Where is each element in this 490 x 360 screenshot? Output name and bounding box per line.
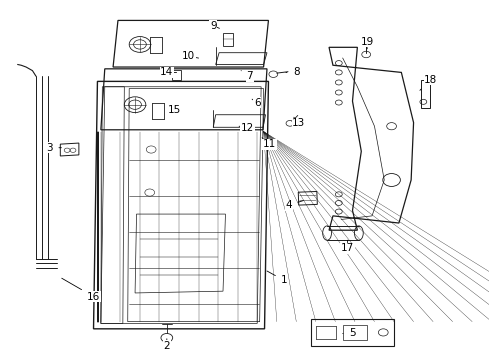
Text: 3: 3 [46,143,61,153]
Text: 1: 1 [267,271,288,285]
Text: 11: 11 [262,138,276,149]
Bar [311,319,394,346]
Text: 16: 16 [62,278,100,302]
Text: 5: 5 [343,328,356,338]
Text: 2: 2 [164,339,170,351]
Text: 7: 7 [241,71,253,81]
Text: 6: 6 [252,98,261,108]
Text: 17: 17 [341,240,354,253]
Text: 8: 8 [286,67,299,77]
Text: 12: 12 [239,123,254,133]
Text: 10: 10 [182,51,198,61]
Text: 4: 4 [286,200,303,210]
Text: 18: 18 [420,75,437,90]
Text: 14: 14 [160,67,176,77]
Text: 9: 9 [210,21,220,31]
Text: 13: 13 [292,117,305,128]
Bar [343,325,367,340]
Text: 15: 15 [168,105,181,115]
Text: 19: 19 [361,37,374,49]
